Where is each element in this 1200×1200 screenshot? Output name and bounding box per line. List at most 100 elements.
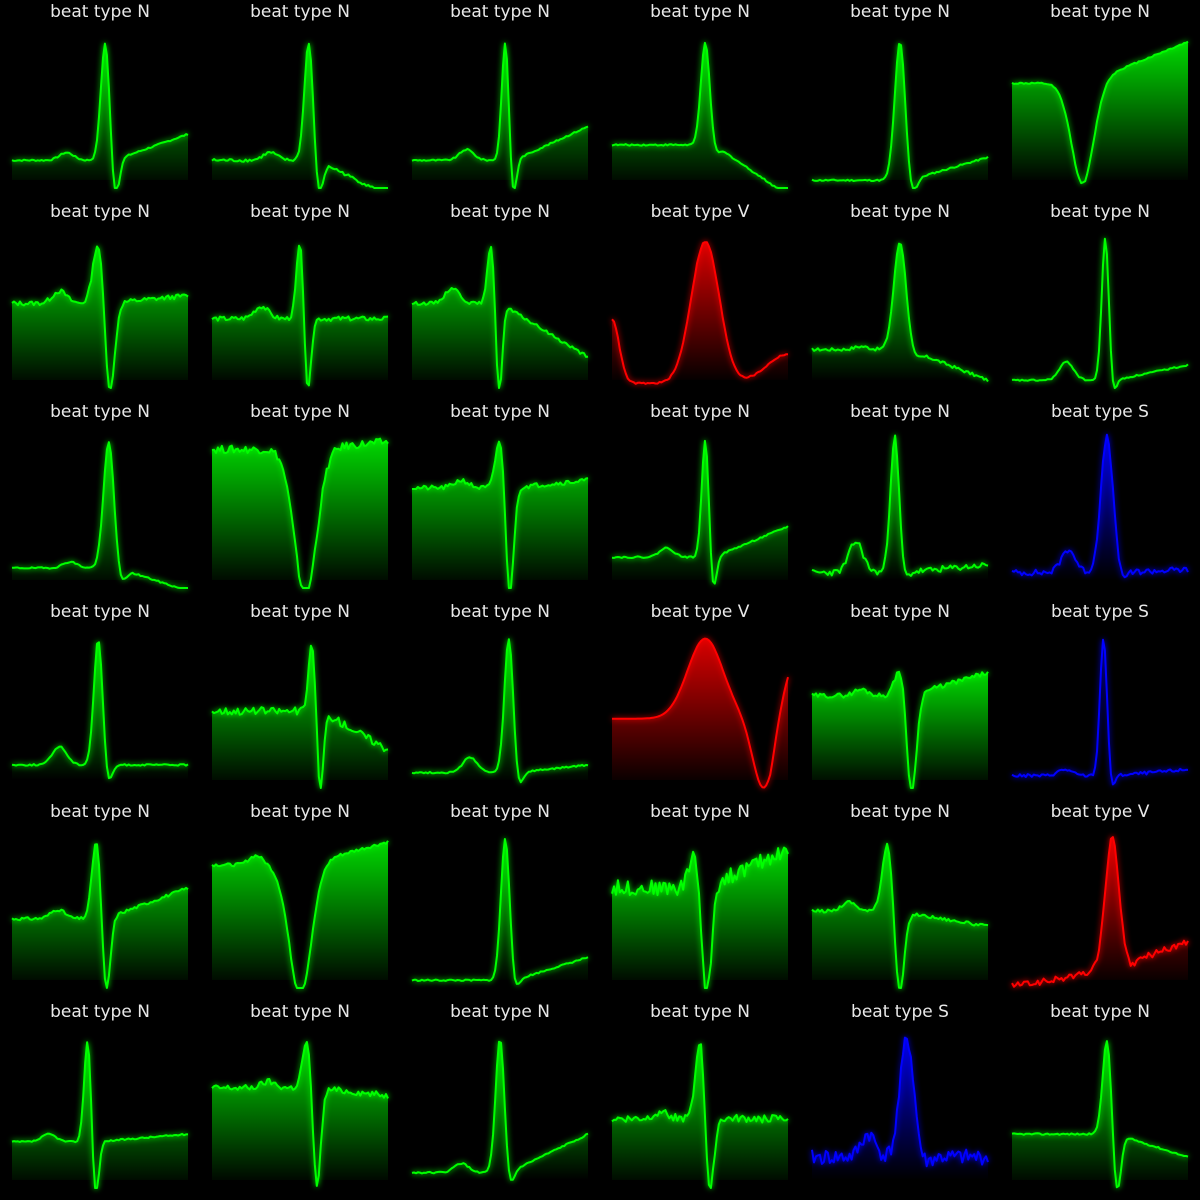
beat-line bbox=[11, 1041, 189, 1189]
beat-title: beat type N bbox=[650, 1002, 750, 1022]
beat-plot bbox=[411, 838, 589, 985]
beat-line bbox=[11, 843, 189, 989]
beat-cell: beat type N bbox=[400, 800, 600, 1000]
beat-title: beat type N bbox=[650, 802, 750, 822]
beat-plot bbox=[211, 244, 389, 387]
beat-cell: beat type N bbox=[200, 0, 400, 200]
beat-title: beat type N bbox=[450, 2, 550, 22]
beat-title: beat type N bbox=[450, 802, 550, 822]
beat-line bbox=[1011, 237, 1189, 389]
beat-title: beat type N bbox=[650, 402, 750, 422]
beat-plot bbox=[211, 1041, 389, 1187]
beat-line bbox=[11, 42, 189, 189]
beat-plot bbox=[11, 641, 189, 780]
beat-line bbox=[211, 244, 389, 387]
beat-title: beat type N bbox=[50, 202, 150, 222]
beat-title: beat type N bbox=[1050, 1002, 1150, 1022]
beat-cell: beat type N bbox=[400, 600, 600, 800]
beat-plot bbox=[11, 843, 189, 989]
beat-plot bbox=[811, 43, 989, 189]
beat-cell: beat type N bbox=[0, 1000, 200, 1200]
beat-area bbox=[412, 246, 588, 388]
beat-title: beat type N bbox=[50, 402, 150, 422]
beat-plot bbox=[1011, 237, 1189, 389]
beat-plot bbox=[11, 441, 188, 589]
beat-cell: beat type V bbox=[600, 200, 800, 400]
beat-area bbox=[812, 44, 988, 188]
beat-title: beat type N bbox=[850, 602, 950, 622]
beat-plot bbox=[611, 1043, 789, 1189]
beat-cell: beat type N bbox=[800, 600, 1000, 800]
beat-title: beat type N bbox=[50, 802, 150, 822]
beat-title: beat type N bbox=[850, 2, 950, 22]
beat-area bbox=[1012, 837, 1188, 987]
beat-plot bbox=[11, 1041, 189, 1189]
beat-title: beat type N bbox=[250, 802, 350, 822]
beat-title: beat type N bbox=[50, 602, 150, 622]
beat-area bbox=[812, 843, 988, 988]
beat-title: beat type N bbox=[1050, 2, 1150, 22]
beat-cell: beat type N bbox=[200, 400, 400, 600]
beat-line bbox=[211, 42, 388, 189]
beat-area bbox=[212, 1042, 388, 1186]
beat-plot bbox=[11, 42, 189, 189]
beat-line bbox=[1011, 1040, 1189, 1189]
beat-cell: beat type N bbox=[400, 400, 600, 600]
beat-cell: beat type N bbox=[200, 200, 400, 400]
beat-plot bbox=[811, 1036, 989, 1180]
beat-cell: beat type N bbox=[0, 200, 200, 400]
beat-title: beat type N bbox=[850, 202, 950, 222]
beat-title: beat type N bbox=[250, 1002, 350, 1022]
beat-area bbox=[212, 840, 388, 988]
beat-area bbox=[612, 242, 788, 384]
beat-area bbox=[212, 645, 388, 788]
beat-plot bbox=[811, 842, 989, 989]
beat-line bbox=[411, 42, 589, 189]
beat-line bbox=[411, 1040, 589, 1181]
beat-line bbox=[411, 245, 589, 389]
beat-area bbox=[612, 440, 788, 584]
beat-plot bbox=[611, 41, 788, 189]
beat-line bbox=[1011, 433, 1189, 579]
beat-area bbox=[812, 1037, 988, 1180]
beat-line bbox=[811, 434, 989, 577]
beat-cell: beat type N bbox=[0, 0, 200, 200]
beat-line bbox=[811, 842, 989, 989]
beat-cell: beat type N bbox=[400, 0, 600, 200]
beat-cell: beat type N bbox=[600, 1000, 800, 1200]
beat-area bbox=[12, 246, 188, 388]
beat-title: beat type N bbox=[650, 2, 750, 22]
beat-cell: beat type N bbox=[200, 600, 400, 800]
beat-line bbox=[811, 670, 989, 789]
beat-line bbox=[1011, 836, 1189, 988]
beat-cell: beat type N bbox=[0, 800, 200, 1000]
beat-area bbox=[212, 245, 388, 386]
beat-title: beat type N bbox=[850, 402, 950, 422]
beat-title: beat type V bbox=[1050, 802, 1150, 822]
beat-plot bbox=[612, 637, 789, 789]
beat-title: beat type N bbox=[250, 602, 350, 622]
beat-area bbox=[12, 642, 188, 780]
beat-cell: beat type N bbox=[200, 1000, 400, 1200]
beat-cell: beat type N bbox=[200, 800, 400, 1000]
beat-title: beat type N bbox=[850, 802, 950, 822]
beat-line bbox=[11, 441, 188, 589]
beat-line bbox=[611, 41, 788, 189]
beat-area bbox=[212, 438, 388, 588]
beat-line bbox=[811, 1036, 989, 1168]
beat-area bbox=[612, 42, 788, 189]
beat-area bbox=[1012, 41, 1188, 184]
beat-line bbox=[612, 637, 789, 789]
beat-title: beat type N bbox=[250, 202, 350, 222]
beat-line bbox=[611, 241, 788, 385]
beat-plot bbox=[811, 670, 989, 789]
beat-plot bbox=[811, 434, 989, 580]
beat-cell: beat type N bbox=[600, 800, 800, 1000]
beat-cell: beat type N bbox=[0, 400, 200, 600]
beat-cell: beat type N bbox=[800, 400, 1000, 600]
beat-title: beat type S bbox=[1051, 602, 1149, 622]
beat-cell: beat type N bbox=[400, 1000, 600, 1200]
beat-plot bbox=[11, 245, 189, 389]
beat-line bbox=[211, 1041, 389, 1187]
